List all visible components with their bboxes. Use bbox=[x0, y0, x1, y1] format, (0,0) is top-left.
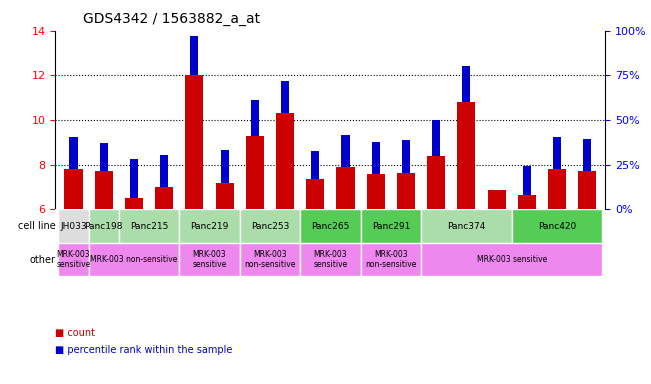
Bar bbox=[155, 187, 173, 209]
Text: Panc374: Panc374 bbox=[447, 222, 486, 231]
FancyBboxPatch shape bbox=[421, 209, 512, 243]
Bar bbox=[432, 120, 440, 156]
Bar bbox=[64, 169, 83, 209]
Text: GDS4342 / 1563882_a_at: GDS4342 / 1563882_a_at bbox=[83, 12, 260, 25]
Bar bbox=[341, 135, 350, 167]
Bar bbox=[276, 113, 294, 209]
Text: MRK-003
non-sensitive: MRK-003 non-sensitive bbox=[365, 250, 417, 270]
Text: Panc253: Panc253 bbox=[251, 222, 289, 231]
Bar bbox=[306, 179, 324, 209]
Text: Panc198: Panc198 bbox=[85, 222, 123, 231]
FancyBboxPatch shape bbox=[89, 209, 118, 243]
FancyBboxPatch shape bbox=[179, 209, 240, 243]
Bar bbox=[70, 137, 77, 169]
FancyBboxPatch shape bbox=[59, 209, 89, 243]
Bar bbox=[397, 172, 415, 209]
Text: cell line: cell line bbox=[18, 221, 56, 231]
FancyBboxPatch shape bbox=[240, 209, 300, 243]
Bar bbox=[221, 151, 229, 183]
Bar bbox=[100, 143, 108, 172]
Bar bbox=[427, 156, 445, 209]
Bar bbox=[462, 66, 471, 102]
FancyBboxPatch shape bbox=[179, 243, 240, 276]
Bar bbox=[311, 151, 320, 179]
FancyBboxPatch shape bbox=[512, 209, 602, 243]
Text: ■ percentile rank within the sample: ■ percentile rank within the sample bbox=[55, 345, 232, 355]
Text: Panc215: Panc215 bbox=[130, 222, 168, 231]
FancyBboxPatch shape bbox=[361, 243, 421, 276]
Text: Panc420: Panc420 bbox=[538, 222, 576, 231]
FancyBboxPatch shape bbox=[300, 243, 361, 276]
FancyBboxPatch shape bbox=[421, 243, 602, 276]
Bar bbox=[337, 167, 355, 209]
Bar bbox=[402, 141, 410, 172]
Bar bbox=[215, 183, 234, 209]
Text: other: other bbox=[30, 255, 56, 265]
Text: MRK-003
sensitive: MRK-003 sensitive bbox=[57, 250, 90, 270]
Bar bbox=[130, 159, 138, 198]
Text: MRK-003
sensitive: MRK-003 sensitive bbox=[192, 250, 227, 270]
Text: MRK-003 non-sensitive: MRK-003 non-sensitive bbox=[90, 255, 178, 264]
Bar bbox=[578, 172, 596, 209]
Text: Panc291: Panc291 bbox=[372, 222, 410, 231]
Bar bbox=[281, 81, 289, 113]
Bar bbox=[548, 169, 566, 209]
FancyBboxPatch shape bbox=[361, 209, 421, 243]
FancyBboxPatch shape bbox=[118, 209, 179, 243]
Bar bbox=[523, 166, 531, 195]
Text: MRK-003
sensitive: MRK-003 sensitive bbox=[313, 250, 348, 270]
Bar bbox=[583, 139, 591, 172]
Bar bbox=[251, 100, 259, 136]
FancyBboxPatch shape bbox=[240, 243, 300, 276]
Bar bbox=[125, 198, 143, 209]
Bar bbox=[553, 137, 561, 169]
Text: Panc219: Panc219 bbox=[190, 222, 229, 231]
Text: MRK-003 sensitive: MRK-003 sensitive bbox=[477, 255, 547, 264]
Bar bbox=[186, 75, 203, 209]
Bar bbox=[488, 190, 506, 209]
Text: MRK-003
non-sensitive: MRK-003 non-sensitive bbox=[244, 250, 296, 270]
FancyBboxPatch shape bbox=[300, 209, 361, 243]
Bar bbox=[160, 155, 168, 187]
FancyBboxPatch shape bbox=[89, 243, 179, 276]
Text: JH033: JH033 bbox=[60, 222, 87, 231]
Bar bbox=[518, 195, 536, 209]
Text: Panc265: Panc265 bbox=[311, 222, 350, 231]
Bar bbox=[457, 102, 475, 209]
Text: ■ count: ■ count bbox=[55, 328, 95, 338]
Bar bbox=[190, 36, 199, 75]
Bar bbox=[367, 174, 385, 209]
Bar bbox=[94, 172, 113, 209]
Bar bbox=[372, 142, 380, 174]
Bar bbox=[246, 136, 264, 209]
FancyBboxPatch shape bbox=[59, 243, 89, 276]
